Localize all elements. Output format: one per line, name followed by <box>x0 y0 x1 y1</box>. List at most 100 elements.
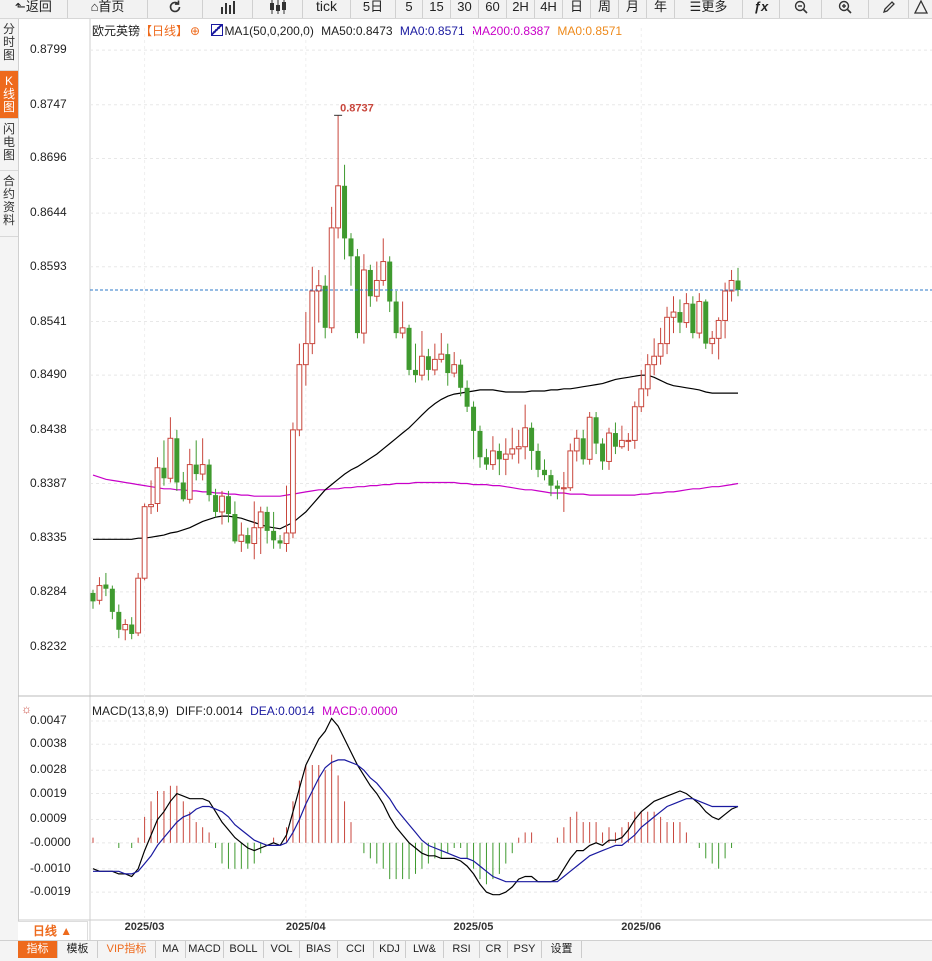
shape-button[interactable] <box>909 0 932 18</box>
tab-kdj[interactable]: KDJ <box>374 941 406 958</box>
indicator-icon[interactable] <box>211 24 224 36</box>
candle <box>631 401 638 449</box>
candle-body <box>116 611 122 630</box>
candle-body <box>354 256 360 334</box>
candle <box>458 359 464 397</box>
tab-macd[interactable]: MACD <box>186 941 224 958</box>
tab-kline[interactable]: K 线 图 <box>0 71 18 119</box>
candle-body <box>296 364 303 431</box>
refresh-button[interactable] <box>148 0 203 18</box>
hour-2-button[interactable]: 2H <box>507 0 535 18</box>
candle <box>483 448 489 470</box>
tab-templates[interactable]: 模板 <box>58 941 98 958</box>
price-tick-label: 0.8541 <box>30 313 67 328</box>
candle-body <box>367 269 373 297</box>
candle-body <box>257 511 264 529</box>
candle-body <box>554 485 560 489</box>
hour-4-button[interactable]: 4H <box>535 0 563 18</box>
macd-param: MACD(13,8,9) <box>92 704 169 718</box>
price-tick-label: 0.8387 <box>30 475 67 490</box>
candle <box>586 411 593 465</box>
tab-settings[interactable]: 设置 <box>542 941 582 958</box>
day-button[interactable]: 日 <box>563 0 591 18</box>
zoom-in-button[interactable] <box>822 0 869 18</box>
candle-body <box>664 316 670 345</box>
week-button[interactable]: 周 <box>591 0 619 18</box>
tab-bias[interactable]: BIAS <box>300 941 338 958</box>
candle <box>496 443 502 476</box>
candle-style-button[interactable] <box>253 0 303 18</box>
five-day-button[interactable]: 5日 <box>351 0 396 18</box>
candle-body <box>548 475 554 486</box>
settings-icon[interactable]: ⊕ <box>190 24 201 38</box>
home-button[interactable]: ⌂首页 <box>68 0 148 18</box>
candle-body <box>238 534 245 542</box>
tab-cci[interactable]: CCI <box>338 941 374 958</box>
candle <box>174 429 180 491</box>
tab-cr[interactable]: CR <box>480 941 508 958</box>
macd-settings-icon[interactable]: ☼ <box>21 702 32 716</box>
period-selector[interactable]: 日线 ▲ <box>18 921 88 940</box>
candle <box>690 296 696 339</box>
top-toolbar: ⬑返回 ⌂首页 tick 5日 5 15 30 60 2H 4H 日 周 月 年… <box>0 0 932 19</box>
tab-ma[interactable]: MA <box>156 941 186 958</box>
candle <box>315 269 322 323</box>
candle-body <box>283 532 290 544</box>
month-button[interactable]: 月 <box>619 0 647 18</box>
candle <box>554 480 560 500</box>
year-button[interactable]: 年 <box>647 0 675 18</box>
tab-lw[interactable]: LW& <box>406 941 444 958</box>
back-button[interactable]: ⬑返回 <box>0 0 68 18</box>
tab-indicators[interactable]: 指标 <box>18 941 58 958</box>
candle <box>180 471 186 502</box>
macd-diff: DIFF:0.0014 <box>176 704 243 718</box>
tab-boll[interactable]: BOLL <box>224 941 264 958</box>
candle-body <box>413 369 418 376</box>
candle <box>477 425 483 468</box>
home-icon: ⌂ <box>90 0 99 14</box>
function-icon: ƒx <box>753 0 769 14</box>
candle <box>154 457 161 512</box>
pencil-icon <box>882 1 895 14</box>
candle-body <box>264 511 270 531</box>
tab-timeline[interactable]: 分 时 图 <box>0 19 18 71</box>
candle-body <box>464 387 470 407</box>
tab-psy[interactable]: PSY <box>508 941 542 958</box>
candle-body <box>186 464 193 500</box>
min-60-button[interactable]: 60 <box>479 0 507 18</box>
candle <box>257 506 264 555</box>
macd-tick-label: -0.0000 <box>30 834 71 849</box>
tab-flash-chart[interactable]: 闪 电 图 <box>0 119 18 171</box>
tab-vip-indicators[interactable]: VIP指标 <box>98 941 156 958</box>
min-30-button[interactable]: 30 <box>451 0 479 18</box>
chart-type-button[interactable] <box>203 0 253 18</box>
tab-contract-info[interactable]: 合 约 资 料 <box>0 171 18 237</box>
min-5-button[interactable]: 5 <box>396 0 423 18</box>
price-tick-label: 0.8593 <box>30 258 67 273</box>
zoom-out-button[interactable] <box>780 0 822 18</box>
candle <box>464 380 470 412</box>
tick-button[interactable]: tick <box>303 0 351 18</box>
formula-button[interactable]: ƒx <box>743 0 780 18</box>
candle <box>573 429 580 462</box>
candle-body <box>425 356 431 370</box>
candle-body <box>490 450 496 466</box>
macd-tick-label: 0.0047 <box>30 712 67 727</box>
candle <box>141 503 148 581</box>
candle-body <box>419 355 425 376</box>
candle <box>703 299 709 349</box>
candle-body <box>535 450 541 470</box>
draw-button[interactable] <box>869 0 909 18</box>
tab-vol[interactable]: VOL <box>264 941 300 958</box>
candle <box>451 352 458 378</box>
candle <box>238 522 245 552</box>
candle <box>638 369 645 412</box>
candle-body <box>277 540 283 544</box>
candle <box>560 471 567 512</box>
more-button[interactable]: ☰更多 <box>675 0 743 18</box>
min-15-button[interactable]: 15 <box>423 0 451 18</box>
candle <box>445 343 451 386</box>
macd-tick-label: -0.0019 <box>30 884 71 899</box>
tab-rsi[interactable]: RSI <box>444 941 480 958</box>
